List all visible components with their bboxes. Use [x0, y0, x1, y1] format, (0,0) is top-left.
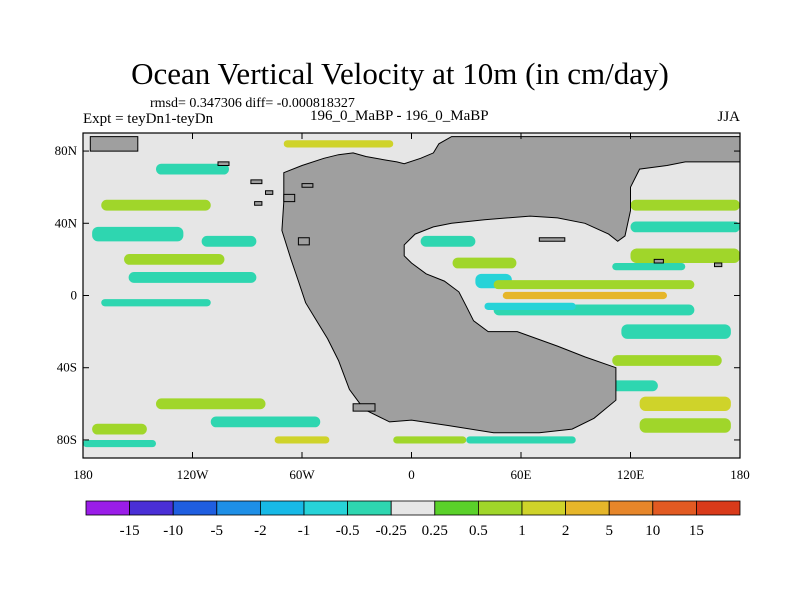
- island-2: [250, 179, 263, 185]
- y-tick-label-4: 80S: [57, 432, 77, 447]
- anomaly-patch-30: [466, 436, 576, 444]
- anomaly-patch-29: [393, 436, 467, 444]
- colorbar-box-6: [347, 500, 392, 516]
- colorbar-box-9: [477, 500, 523, 516]
- colorbar-label-7: 0.25: [422, 523, 448, 539]
- x-tick-label-2: 60W: [289, 467, 315, 482]
- colorbar-label-1: -10: [163, 523, 183, 539]
- island-4: [254, 201, 263, 206]
- island-0: [89, 136, 139, 152]
- colorbar-label-3: -2: [254, 523, 267, 539]
- colorbar-box-1: [129, 500, 174, 516]
- colorbar-label-4: -1: [298, 523, 311, 539]
- colorbar-label-11: 5: [605, 523, 613, 539]
- anomaly-patch-31: [274, 436, 330, 444]
- anomaly-patch-18: [630, 248, 740, 263]
- anomaly-patch-20: [621, 324, 731, 339]
- y-tick-label-2: 0: [71, 288, 78, 303]
- y-tick-label-3: 40S: [57, 360, 77, 375]
- colorbar-box-13: [652, 500, 697, 516]
- y-tick-label-0: 80N: [55, 143, 78, 158]
- anomaly-patch-27: [92, 423, 147, 435]
- stats-text: rmsd= 0.347306 diff= -0.000818327: [150, 96, 355, 111]
- island-9: [538, 237, 566, 242]
- colorbar-label-8: 0.5: [469, 523, 488, 539]
- anomaly-patch-9: [420, 235, 476, 247]
- anomaly-patch-2: [124, 253, 225, 265]
- x-tick-label-1: 120W: [177, 467, 210, 482]
- anomaly-patch-16: [630, 199, 740, 211]
- island-10: [653, 258, 664, 264]
- island-5: [283, 193, 296, 203]
- anomaly-patch-1: [92, 226, 184, 242]
- anomaly-patch-26: [210, 416, 321, 428]
- colorbar-label-12: 10: [645, 523, 660, 539]
- anomaly-patch-28: [83, 439, 156, 448]
- center-subtitle: 196_0_MaBP - 196_0_MaBP: [310, 108, 489, 124]
- anomaly-patch-7: [156, 163, 229, 175]
- anomaly-patch-17: [630, 221, 740, 233]
- land-layer: [89, 136, 740, 434]
- x-tick-label-6: 180: [730, 467, 750, 482]
- anomaly-patch-3: [128, 272, 257, 283]
- colorbar-label-13: 15: [689, 523, 704, 539]
- island-11: [714, 262, 723, 268]
- y-tick-label-1: 40N: [55, 215, 78, 230]
- island-1: [217, 161, 230, 166]
- anomaly-patch-19: [612, 263, 686, 271]
- colorbar-box-10: [521, 500, 566, 516]
- colorbar-box-2: [172, 500, 218, 516]
- anomaly-patch-25: [156, 398, 266, 410]
- colorbar-box-12: [608, 500, 654, 516]
- colorbar-box-11: [565, 500, 610, 516]
- anomaly-patch-23: [639, 418, 731, 433]
- colorbar-box-0: [85, 500, 130, 516]
- island-6: [301, 183, 314, 188]
- anomaly-patch-5: [201, 235, 257, 247]
- left-subtitle: Expt = teyDn1-teyDn: [83, 111, 214, 127]
- anomaly-patch-8: [283, 140, 394, 148]
- colorbar-box-8: [434, 500, 479, 516]
- anomaly-patch-22: [639, 396, 731, 412]
- island-3: [265, 190, 274, 195]
- anomaly-patch-13: [493, 280, 695, 290]
- island-8: [352, 403, 376, 412]
- x-tick-label-4: 60E: [511, 467, 532, 482]
- anomaly-patch-10: [452, 257, 517, 269]
- colorbar-label-5: -0.5: [336, 523, 360, 539]
- colorbar-label-9: 1: [518, 523, 526, 539]
- anomaly-patch-24: [603, 380, 658, 392]
- anomaly-patch-0: [101, 199, 211, 211]
- anomaly-patch-12: [502, 291, 667, 300]
- anomaly-patch-4: [101, 299, 211, 307]
- colorbar-box-3: [216, 500, 261, 516]
- colorbar-box-14: [696, 500, 741, 516]
- colorbar-label-0: -15: [120, 523, 140, 539]
- colorbar-label-2: -5: [211, 523, 224, 539]
- colorbar-label-10: 2: [562, 523, 570, 539]
- colorbar-box-4: [259, 500, 305, 516]
- x-tick-label-0: 180: [73, 467, 93, 482]
- colorbar-label-6: -0.25: [376, 523, 407, 539]
- x-tick-label-5: 120E: [617, 467, 645, 482]
- x-tick-label-3: 0: [408, 467, 415, 482]
- anomaly-patch-21: [612, 355, 722, 366]
- colorbar-box-7: [390, 500, 436, 516]
- chart-title: Ocean Vertical Velocity at 10m (in cm/da…: [131, 56, 669, 91]
- island-7: [297, 237, 310, 246]
- colorbar-box-5: [303, 500, 348, 516]
- right-subtitle: JJA: [717, 109, 740, 125]
- anomaly-patch-15: [484, 302, 576, 310]
